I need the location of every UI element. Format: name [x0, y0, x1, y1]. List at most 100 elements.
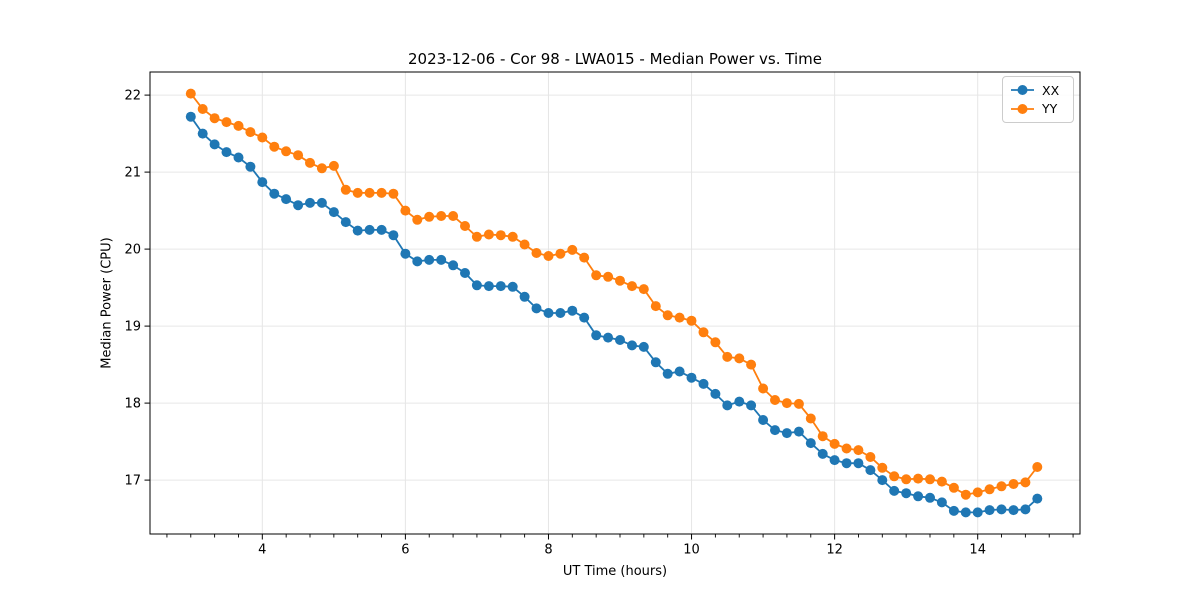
series-yy-data-point — [543, 251, 554, 261]
series-yy-data-point — [1020, 477, 1031, 488]
series-yy-data-point — [519, 239, 530, 250]
series-xx-data-point — [984, 505, 995, 516]
series-yy-data-point — [531, 248, 542, 258]
series-yy-data-point — [770, 395, 780, 405]
series-xx-data-point — [972, 507, 983, 518]
series-xx-data-point — [662, 368, 673, 379]
series-xx-data-point — [495, 281, 506, 292]
series-xx-data-point — [221, 147, 232, 158]
xx-series-marker-icon — [1011, 85, 1034, 96]
series-xx-data-point — [865, 465, 876, 476]
series-yy-data-point — [388, 188, 399, 199]
series-yy-data-point — [269, 141, 280, 152]
series-yy-data-point — [877, 462, 888, 473]
series-xx-data-point — [328, 207, 339, 218]
series-yy-data-point — [221, 117, 232, 128]
series-yy-data-point — [686, 315, 697, 326]
series-yy-data-point — [555, 248, 566, 259]
series-yy-data-point — [412, 214, 423, 225]
x-tick-label: 8 — [544, 543, 552, 558]
series-xx-data-point — [197, 128, 208, 139]
series-yy-data-point — [746, 359, 757, 370]
legend-item-yy: YY — [1010, 100, 1067, 118]
series-yy-data-point — [817, 431, 828, 442]
series-xx-data-point — [960, 507, 971, 518]
series-xx-data-point — [746, 400, 757, 411]
series-xx-data-point — [805, 438, 816, 449]
series-yy-data-point — [853, 445, 864, 456]
y-tick-label: 20 — [124, 243, 141, 258]
series-xx-data-point — [316, 197, 327, 208]
series-xx-data-point — [412, 256, 423, 267]
series-xx-data-point — [627, 340, 637, 351]
series-xx-data-point — [400, 248, 411, 259]
y-tick-label: 17 — [124, 474, 141, 489]
legend: XX YY — [1002, 76, 1074, 123]
series-yy-data-point — [507, 231, 518, 242]
series-xx-data-point — [877, 475, 888, 486]
series-yy-data-point — [245, 127, 256, 138]
series-yy-data-point — [734, 353, 745, 364]
x-tick-label: 6 — [401, 543, 409, 558]
series-xx-data-point — [340, 217, 351, 228]
axes-frame — [149, 71, 1081, 535]
x-tick-label: 4 — [258, 543, 266, 558]
legend-label-yy: YY — [1042, 101, 1058, 117]
series-xx-data-point — [913, 491, 924, 502]
series-xx-data-point — [603, 332, 614, 343]
series-xx-data-point — [471, 280, 482, 291]
x-tick-label: 10 — [683, 543, 700, 558]
series-xx-data-point — [615, 335, 625, 345]
series-xx-data-point — [793, 426, 804, 437]
series-xx-data-point — [567, 305, 578, 316]
series-yy-data-point — [805, 413, 816, 424]
series-xx-data-point — [710, 388, 721, 399]
series-xx-data-point — [293, 200, 304, 211]
series-xx-data-point — [269, 188, 280, 199]
series-xx-data-point — [650, 357, 661, 368]
series-yy-data-point — [424, 211, 435, 222]
series-yy-data-point — [901, 474, 912, 485]
legend-label-xx: XX — [1042, 82, 1060, 98]
series-xx-line — [190, 116, 1038, 514]
series-yy-data-point — [591, 270, 602, 281]
chart-title: 2023-12-06 - Cor 98 - LWA015 - Median Po… — [408, 50, 822, 68]
series-xx-data-point — [1008, 505, 1019, 516]
series-yy-data-point — [471, 231, 482, 242]
series-yy-data-point — [972, 487, 983, 498]
series-yy-data-point — [674, 312, 685, 323]
series-xx-data-point — [281, 194, 292, 205]
series-yy-data-point — [638, 284, 649, 295]
series-xx-data-point — [424, 254, 435, 265]
series-xx-data-point — [448, 260, 459, 271]
series-xx-data-point — [889, 485, 900, 496]
series-xx-data-point — [364, 224, 375, 235]
series-xx-data-point — [436, 254, 447, 265]
y-tick-label: 22 — [124, 89, 141, 104]
series-xx-data-point — [948, 505, 959, 516]
series-xx-data-point — [770, 425, 780, 436]
series-yy-data-point — [400, 205, 411, 216]
series-xx-data-point — [638, 341, 649, 352]
series-yy-data-point — [293, 150, 304, 161]
series-xx-data-point — [1032, 493, 1043, 504]
series-yy-data-point — [197, 104, 208, 114]
series-xx-data-point — [233, 152, 244, 163]
series-xx-data-point — [734, 396, 745, 407]
series-yy-data-point — [567, 244, 578, 255]
series-xx-data-point — [698, 378, 709, 389]
legend-item-xx: XX — [1010, 81, 1067, 99]
series-yy-data-point — [185, 88, 196, 99]
series-yy-data-point — [948, 482, 959, 493]
series-xx-data-point — [925, 492, 935, 503]
series-xx-data-point — [519, 291, 530, 302]
series-yy-data-point — [603, 271, 614, 282]
series-xx-data-point — [388, 230, 399, 241]
series-xx-data-point — [1020, 504, 1031, 515]
x-tick-label: 14 — [969, 543, 986, 558]
series-xx-data-point — [352, 225, 363, 236]
series-yy-data-point — [376, 187, 387, 198]
series-xx-data-point — [245, 161, 256, 172]
